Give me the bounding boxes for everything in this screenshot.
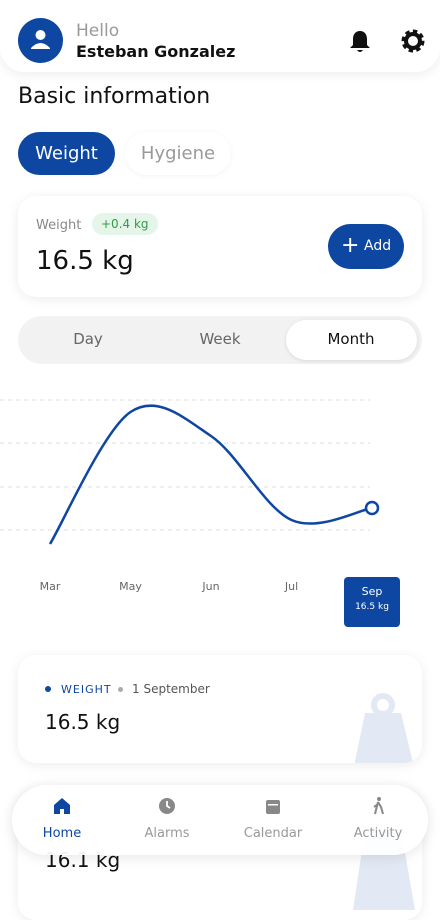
weight-icon bbox=[354, 693, 414, 763]
dot bbox=[118, 687, 123, 692]
nav-label[interactable]: Alarms bbox=[144, 826, 190, 841]
record-type: WEIGHT bbox=[61, 683, 112, 696]
period[interactable]: Day bbox=[73, 330, 103, 348]
x-tick-label: Sep bbox=[362, 585, 383, 598]
record-value: 16.5 kg bbox=[45, 710, 121, 734]
record-card bbox=[18, 655, 422, 763]
calendar-icon[interactable] bbox=[263, 796, 283, 816]
home-icon[interactable] bbox=[52, 796, 72, 816]
chart: Mar May Jun Jul Sep 16.5 kg bbox=[0, 399, 400, 627]
point bbox=[364, 500, 380, 516]
x-tick-label: May bbox=[119, 580, 142, 593]
change-chip: +0.4 kg bbox=[92, 213, 158, 235]
alarm-icon[interactable] bbox=[157, 796, 177, 816]
dot bbox=[45, 686, 51, 692]
user-name: Esteban Gonzalez bbox=[76, 42, 236, 61]
add-label: Add bbox=[364, 238, 392, 254]
bell-icon[interactable] bbox=[347, 28, 373, 54]
bottom-nav bbox=[12, 785, 428, 855]
activity-icon[interactable] bbox=[368, 796, 388, 816]
period[interactable]: Week bbox=[199, 330, 241, 348]
weight-label: Weight bbox=[36, 218, 82, 233]
period[interactable]: Month bbox=[327, 330, 375, 348]
tab-active[interactable]: Weight bbox=[18, 132, 115, 175]
tab[interactable]: Hygiene bbox=[125, 132, 231, 175]
x-tick-label: Jul bbox=[284, 580, 298, 593]
greeting: Hello bbox=[76, 21, 120, 41]
weight-value: 16.5 kg bbox=[36, 246, 134, 276]
header bbox=[0, 0, 440, 72]
x-tick-label: Jun bbox=[201, 580, 219, 593]
record-date: 1 September bbox=[132, 682, 210, 696]
avatar[interactable] bbox=[18, 18, 63, 63]
line bbox=[48, 404, 373, 545]
nav-label[interactable]: Calendar bbox=[243, 826, 303, 841]
section-title: Basic information bbox=[18, 84, 211, 109]
nav-label[interactable]: Activity bbox=[353, 826, 403, 841]
add-button[interactable]: + Add bbox=[328, 224, 404, 269]
settings-icon[interactable] bbox=[400, 28, 426, 54]
nav-label[interactable]: Home bbox=[42, 826, 82, 841]
x-tick-label: Mar bbox=[40, 580, 61, 593]
period-selected bbox=[286, 320, 417, 360]
avatar-icon bbox=[31, 30, 50, 49]
selected-month bbox=[344, 577, 400, 627]
value-label: 16.5 kg bbox=[355, 602, 389, 612]
